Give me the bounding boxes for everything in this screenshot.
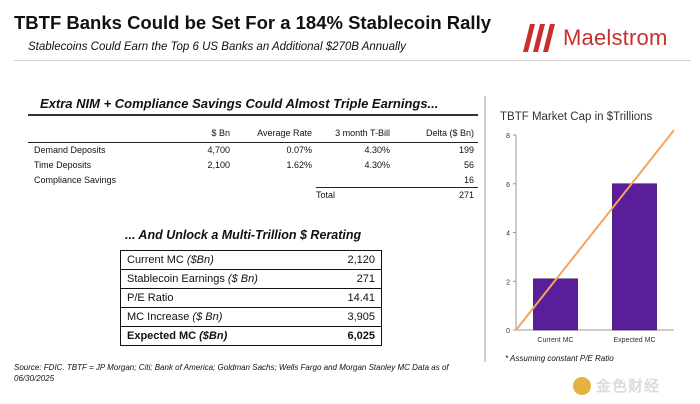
nim-header-cell: Average Rate: [234, 128, 316, 143]
maelstrom-logo: Maelstrom: [521, 24, 668, 52]
rerate-table: Current MC ($Bn) 2,120 Stablecoin Earnin…: [120, 250, 382, 346]
nim-header-row: $ Bn Average Rate 3 month T-Bill Delta (…: [28, 128, 478, 143]
watermark-text: 金色财经: [596, 378, 661, 395]
row-label: Stablecoin Earnings ($ Bn): [120, 269, 325, 289]
page-subtitle: Stablecoins Could Earn the Top 6 US Bank…: [28, 41, 406, 53]
table-cell: 1.62%: [286, 160, 312, 170]
watermark-logo-icon: [573, 376, 591, 395]
page-title: TBTF Banks Could be Set For a 184% Stabl…: [14, 12, 491, 33]
source-note: Source: FDIC. TBTF = JP Morgan; Citi; Ba…: [14, 363, 449, 383]
header-divider: [14, 60, 691, 61]
row-label: Demand Deposits: [34, 145, 106, 156]
table-cell: 2,120: [324, 250, 382, 270]
table-cell: 6,025: [347, 330, 375, 342]
table-cell: [156, 173, 234, 188]
table-cell: 271: [324, 269, 382, 289]
nim-section-title: Extra NIM + Compliance Savings Could Alm…: [40, 96, 439, 111]
row-label: Compliance Savings: [34, 175, 117, 185]
bar: [533, 278, 578, 331]
logo-text: Maelstrom: [563, 25, 668, 50]
row-label: MC Increase ($ Bn): [120, 307, 325, 327]
chart-footnote: * Assuming constant P/E Ratio: [505, 354, 614, 363]
nim-header-cell: [28, 128, 156, 143]
table-cell: [156, 188, 234, 203]
total-value: 271: [394, 187, 478, 203]
total-row: Total 271: [28, 187, 478, 203]
y-tick-label: 8: [506, 133, 510, 140]
total-label: Total: [316, 187, 394, 203]
table-cell: [234, 173, 316, 188]
row-label: Expected MC ($Bn): [127, 330, 228, 342]
chart-title: TBTF Market Cap in $Trillions: [500, 111, 653, 123]
table-cell: [234, 188, 316, 203]
table-cell: 0.07%: [286, 145, 312, 156]
x-tick-label: Expected MC: [613, 337, 655, 344]
nim-header-cell: Delta ($ Bn): [394, 128, 478, 143]
x-tick-label: Current MC: [537, 337, 573, 344]
table-row: Stablecoin Earnings ($ Bn) 271: [120, 269, 382, 289]
rerate-section-title: ... And Unlock a Multi-Trillion $ Rerati…: [125, 228, 362, 242]
trend-line: [515, 129, 675, 331]
section-divider: [484, 96, 486, 362]
row-label: Time Deposits: [34, 160, 92, 170]
table-row: MC Increase ($ Bn) 3,905: [120, 307, 382, 327]
table-row: Current MC ($Bn) 2,120: [120, 250, 382, 270]
table-cell: 4.30%: [364, 160, 390, 170]
table-cell: [316, 173, 394, 188]
table-row: Expected MC ($Bn) 6,025: [121, 327, 382, 346]
table-cell: 16: [463, 174, 474, 185]
table-cell: 4.30%: [364, 145, 390, 156]
table-cell: 4,700: [207, 145, 230, 156]
table-cell: 2,100: [207, 160, 230, 170]
table-row: Compliance Savings 16: [28, 173, 478, 188]
table-cell: 56: [463, 160, 474, 170]
maelstrom-logo-icon: [523, 24, 555, 52]
nim-table: $ Bn Average Rate 3 month T-Bill Delta (…: [28, 128, 478, 203]
table-cell: 3,905: [324, 307, 382, 327]
table-row: Time Deposits 2,100 1.62% 4.30% 56: [28, 158, 478, 173]
y-tick-label: 6: [506, 182, 510, 189]
table-cell: [28, 188, 156, 203]
table-cell: 199: [458, 145, 474, 156]
y-tick-label: 0: [506, 328, 510, 335]
market-cap-chart: 0 2 4 6 8 Current MC Expected MC: [506, 129, 675, 344]
bar: [612, 183, 657, 331]
y-tick-label: 4: [506, 231, 510, 238]
nim-header-cell: $ Bn: [156, 128, 234, 143]
table-row: Demand Deposits 4,700 0.07% 4.30% 199: [28, 143, 478, 158]
row-label: Current MC ($Bn): [120, 250, 325, 270]
nim-header-cell: 3 month T-Bill: [316, 128, 394, 143]
nim-title-rule: [28, 114, 478, 116]
table-cell: 14.41: [324, 288, 382, 308]
table-row: P/E Ratio 14.41: [120, 288, 382, 308]
row-label: P/E Ratio: [120, 288, 325, 308]
watermark: 金色财经: [573, 375, 660, 396]
y-tick-label: 2: [506, 279, 510, 286]
